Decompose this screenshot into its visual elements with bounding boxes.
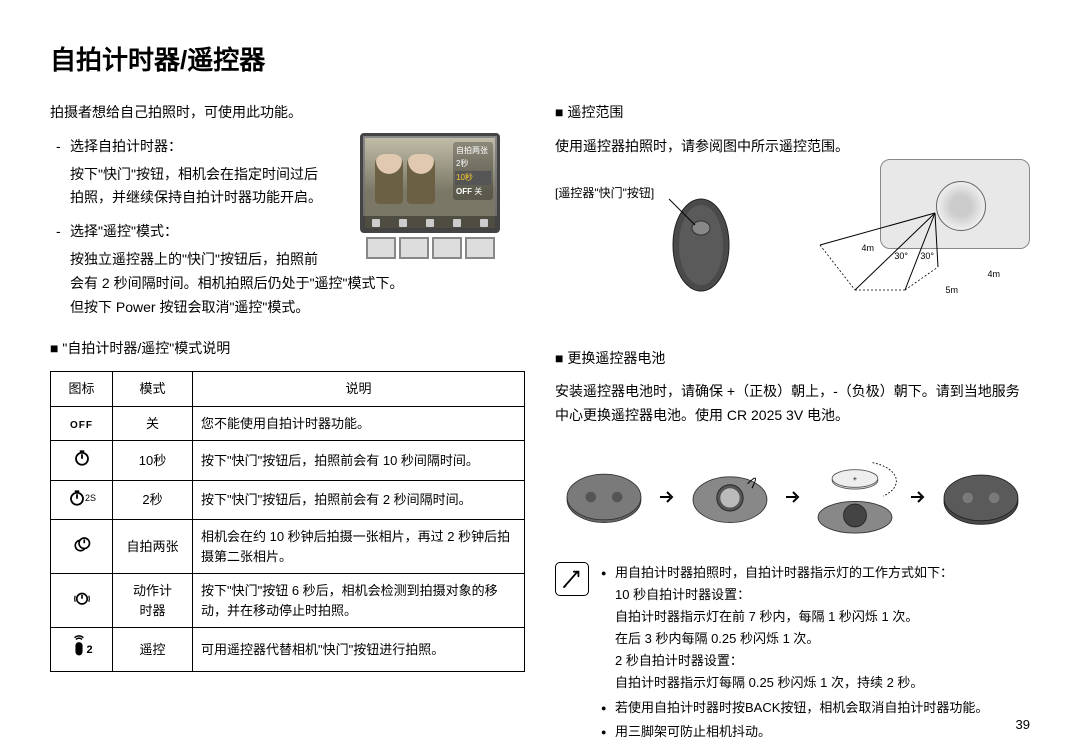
lcd-menu-item: 2秒 [455, 157, 491, 171]
note-item: 用三脚架可防止相机抖动。 [601, 721, 988, 743]
left-column: 拍摄者想给自己拍照时，可使用此功能。 自拍两张 2秒 10秒 OFF [50, 101, 525, 745]
desc-cell: 您不能使用自拍计时器功能。 [193, 406, 525, 441]
dist-30: 30° [920, 249, 934, 264]
range-body: 使用遥控器拍照时，请参阅图中所示遥控范围。 [555, 135, 1030, 159]
timer-2s-sup: 2S [85, 493, 96, 503]
remote-assembled-icon [932, 452, 1030, 542]
mode-cell: 关 [113, 406, 193, 441]
table-row: 10秒 按下"快门"按钮后，拍照前会有 10 秒间隔时间。 [51, 441, 525, 481]
table-row: 2S 2秒 按下"快门"按钮后，拍照前会有 2 秒间隔时间。 [51, 480, 525, 520]
subitem-body-extra: 但按下 Power 按钮会取消"遥控"模式。 [70, 299, 309, 315]
mode-cell: 遥控 [113, 628, 193, 672]
arrow-icon [657, 488, 677, 506]
table-row: 2 遥控 可用遥控器代替相机"快门"按钮进行拍照。 [51, 628, 525, 672]
th-desc: 说明 [193, 372, 525, 407]
range-diagram: [遥控器"快门"按钮] [555, 159, 1030, 329]
timer-2s-icon [67, 488, 87, 508]
svg-text:+: + [853, 476, 857, 483]
note-line: 用自拍计时器拍照时，自拍计时器指示灯的工作方式如下： [615, 565, 953, 580]
desc-cell: 按下"快门"按钮 6 秒后，相机会检测到拍摄对象的移动，并在移动停止时拍照。 [193, 574, 525, 628]
timer-double-icon [72, 534, 92, 554]
dist-4m: 4m [861, 241, 874, 256]
dist-5m: 5m [945, 283, 958, 298]
table-row: 动作计 时器 按下"快门"按钮 6 秒后，相机会检测到拍摄对象的移动，并在移动停… [51, 574, 525, 628]
two-column-layout: 拍摄者想给自己拍照时，可使用此功能。 自拍两张 2秒 10秒 OFF [50, 101, 1030, 745]
remote-shutter-label: [遥控器"快门"按钮] [555, 183, 654, 203]
subitem-title: 选择"遥控"模式： [50, 220, 525, 244]
mode-cell: 自拍两张 [113, 520, 193, 574]
battery-diagram-row: + [555, 442, 1030, 552]
desc-cell: 按下"快门"按钮后，拍照前会有 10 秒间隔时间。 [193, 441, 525, 481]
remote-sub: 2 [86, 644, 92, 656]
table-row: 自拍两张 相机会在约 10 秒钟后拍摄一张相片，再过 2 秒钟后拍摄第二张相片。 [51, 520, 525, 574]
note-box: 用自拍计时器拍照时，自拍计时器指示灯的工作方式如下： 10 秒自拍计时器设置： … [555, 562, 1030, 745]
mode-cell: 2秒 [113, 480, 193, 520]
page-title: 自拍计时器/遥控器 [50, 40, 1030, 77]
note-body: 用自拍计时器拍照时，自拍计时器指示灯的工作方式如下： 10 秒自拍计时器设置： … [601, 562, 988, 745]
range-heading: 遥控范围 [555, 101, 1030, 125]
lcd-off-label: 关 [474, 187, 482, 196]
mode-cell-l2: 时器 [139, 603, 165, 618]
note-line: 自拍计时器指示灯在前 7 秒内，每隔 1 秒闪烁 1 次。 [615, 609, 918, 624]
battery-body: 安装遥控器电池时，请确保 +（正极）朝上，-（负极）朝下。请到当地服务中心更换遥… [555, 380, 1030, 428]
subitem-title: 选择自拍计时器： [50, 135, 525, 159]
mode-block-heading: "自拍计时器/遥控"模式说明 [50, 337, 525, 361]
th-icon: 图标 [51, 372, 113, 407]
lcd-menu-item: OFF 关 [455, 185, 491, 199]
desc-cell: 相机会在约 10 秒钟后拍摄一张相片，再过 2 秒钟后拍摄第二张相片。 [193, 520, 525, 574]
battery-insert-icon: + [807, 452, 905, 542]
timer-10s-icon [72, 448, 92, 468]
desc-cell: 可用遥控器代替相机"快门"按钮进行拍照。 [193, 628, 525, 672]
intro-text: 拍摄者想给自己拍照时，可使用此功能。 [50, 101, 525, 125]
note-item: 若使用自拍计时器时按BACK按钮，相机会取消自拍计时器功能。 [601, 697, 988, 719]
mode-cell: 10秒 [113, 441, 193, 481]
motion-timer-icon [72, 588, 92, 608]
off-icon: OFF [456, 187, 472, 196]
note-icon [555, 562, 589, 596]
remote-open-icon [681, 452, 779, 542]
lcd-menu-item-selected: 10秒 [455, 171, 491, 185]
mode-cell: 动作计 时器 [113, 574, 193, 628]
off-text-icon: OFF [70, 420, 93, 431]
camera-illustration: 4m 30° 30° 4m 5m [810, 159, 1030, 289]
table-row: OFF 关 您不能使用自拍计时器功能。 [51, 406, 525, 441]
note-line: 在后 3 秒内每隔 0.25 秒闪烁 1 次。 [615, 631, 819, 646]
note-line: 自拍计时器指示灯每隔 0.25 秒闪烁 1 次，持续 2 秒。 [615, 675, 923, 690]
mode-cell-l1: 动作计 [133, 583, 172, 598]
desc-cell: 按下"快门"按钮后，拍照前会有 2 秒间隔时间。 [193, 480, 525, 520]
mode-table: 图标 模式 说明 OFF 关 您不能使用自拍计时器功能。 [50, 371, 525, 672]
note-line: 2 秒自拍计时器设置： [615, 653, 743, 668]
th-mode: 模式 [113, 372, 193, 407]
note-item: 用自拍计时器拍照时，自拍计时器指示灯的工作方式如下： 10 秒自拍计时器设置： … [601, 562, 988, 695]
note-line: 10 秒自拍计时器设置： [615, 587, 750, 602]
remote-illustration [665, 193, 737, 297]
page-number: 39 [1016, 717, 1030, 732]
dist-30: 30° [894, 249, 908, 264]
remote-closed-icon [555, 452, 653, 542]
battery-heading: 更换遥控器电池 [555, 347, 1030, 371]
arrow-icon [908, 488, 928, 506]
dist-4m: 4m [987, 267, 1000, 282]
manual-page: 自拍计时器/遥控器 拍摄者想给自己拍照时，可使用此功能。 自拍两张 2秒 10秒 [0, 0, 1080, 746]
right-column: 遥控范围 使用遥控器拍照时，请参阅图中所示遥控范围。 [遥控器"快门"按钮] [555, 101, 1030, 745]
arrow-icon [783, 488, 803, 506]
